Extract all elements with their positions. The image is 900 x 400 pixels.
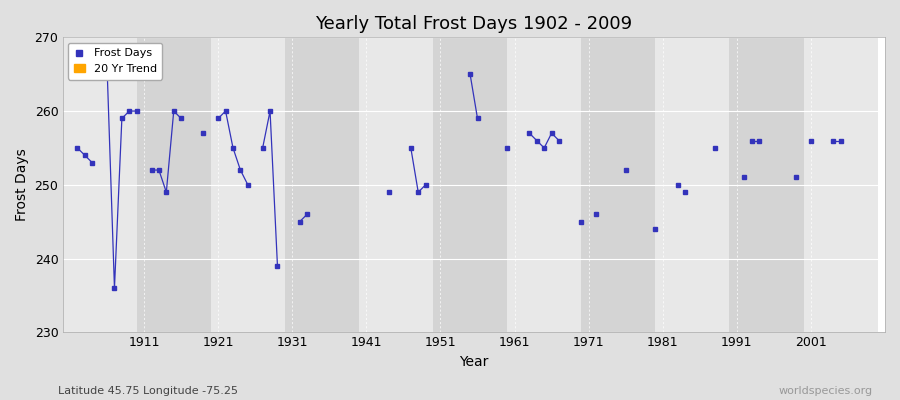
- Text: worldspecies.org: worldspecies.org: [778, 386, 873, 396]
- Bar: [433, 37, 507, 332]
- Y-axis label: Frost Days: Frost Days: [15, 148, 29, 221]
- Bar: [655, 37, 729, 332]
- Bar: [137, 37, 211, 332]
- Legend: Frost Days, 20 Yr Trend: Frost Days, 20 Yr Trend: [68, 43, 162, 80]
- Bar: [359, 37, 433, 332]
- Bar: [285, 37, 359, 332]
- Bar: [211, 37, 285, 332]
- X-axis label: Year: Year: [459, 355, 489, 369]
- Bar: [581, 37, 655, 332]
- Text: Latitude 45.75 Longitude -75.25: Latitude 45.75 Longitude -75.25: [58, 386, 238, 396]
- Bar: [507, 37, 581, 332]
- Bar: [63, 37, 137, 332]
- Bar: [804, 37, 878, 332]
- Title: Yearly Total Frost Days 1902 - 2009: Yearly Total Frost Days 1902 - 2009: [315, 15, 633, 33]
- Bar: [729, 37, 804, 332]
